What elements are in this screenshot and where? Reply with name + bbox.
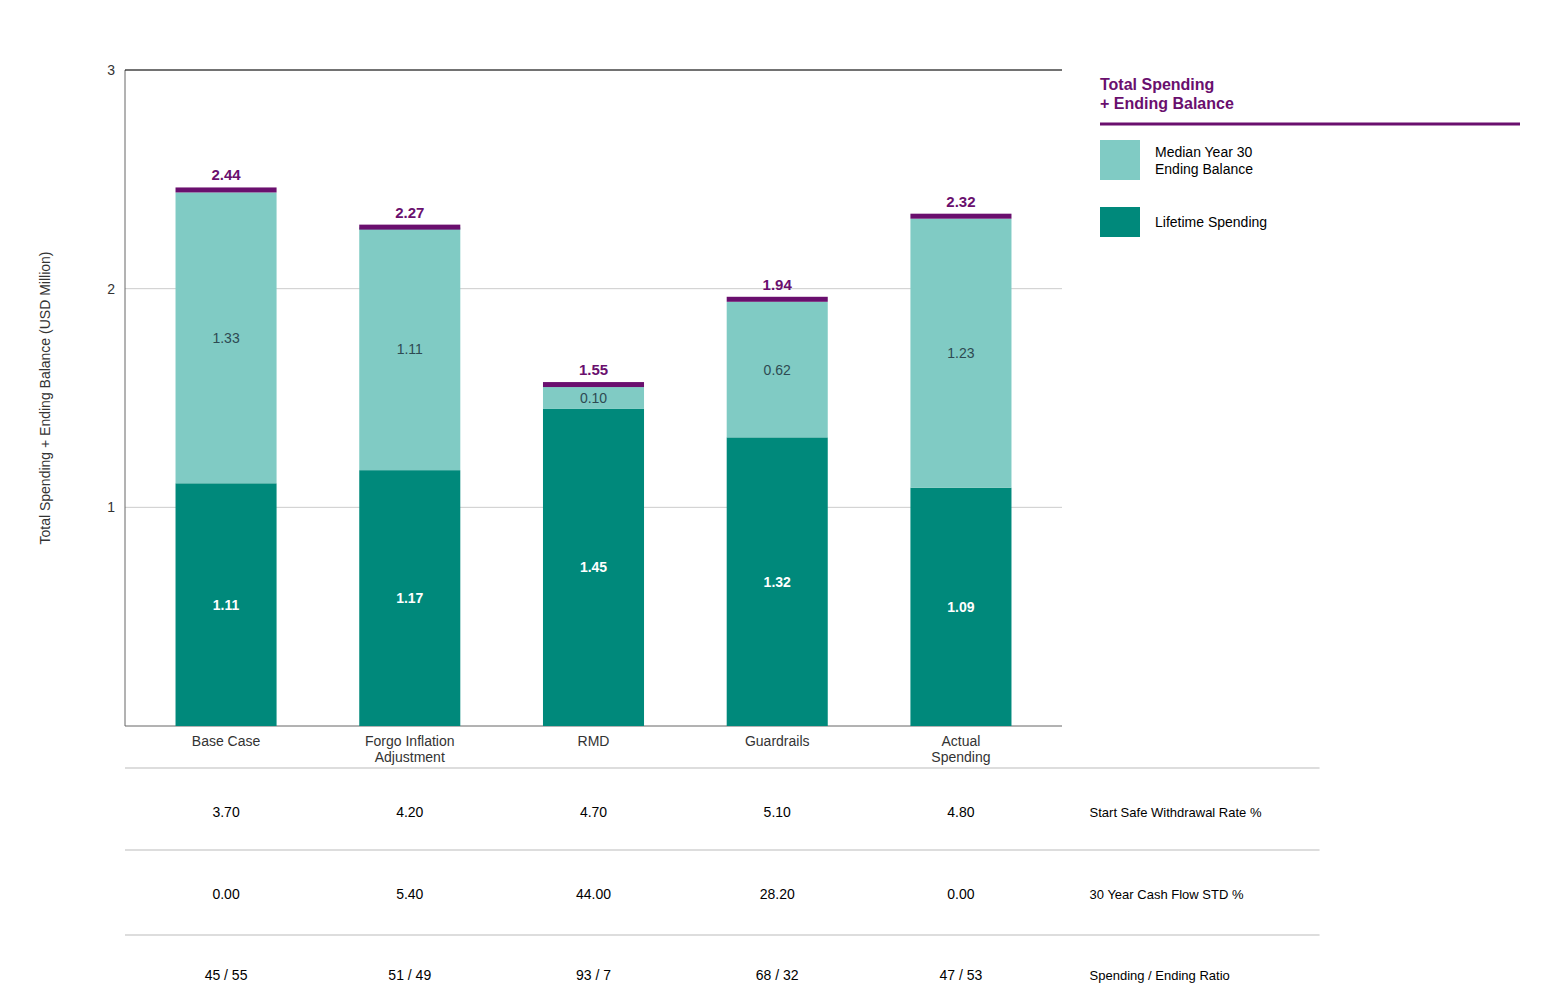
table-cell: 44.00 bbox=[576, 886, 611, 902]
table-cell: 4.80 bbox=[947, 804, 974, 820]
y-axis-label: Total Spending + Ending Balance (USD Mil… bbox=[37, 252, 53, 545]
total-line bbox=[543, 382, 644, 387]
legend-label: Median Year 30Ending Balance bbox=[1155, 144, 1253, 177]
table-cell: 5.40 bbox=[396, 886, 423, 902]
bar-segment bbox=[910, 488, 1011, 726]
x-tick-label: ActualSpending bbox=[931, 733, 990, 765]
y-tick-label: 3 bbox=[107, 62, 115, 78]
bar-segment bbox=[176, 192, 277, 483]
bar-segment bbox=[727, 437, 828, 726]
total-line bbox=[359, 225, 460, 230]
bar-segment bbox=[910, 219, 1011, 488]
segment-label: 1.23 bbox=[947, 345, 974, 361]
x-tick-label: Forgo InflationAdjustment bbox=[365, 733, 455, 765]
x-tick-label: RMD bbox=[578, 733, 610, 749]
segment-label: 1.45 bbox=[580, 559, 607, 575]
segment-label: 1.32 bbox=[764, 574, 791, 590]
table-row-label: Spending / Ending Ratio bbox=[1090, 968, 1230, 983]
table-cell: 4.70 bbox=[580, 804, 607, 820]
grid-line bbox=[125, 70, 1062, 71]
table: Start Safe Withdrawal Rate % 3.70 4.20 4.70… bbox=[125, 768, 1320, 983]
total-label: 2.44 bbox=[211, 166, 241, 183]
segment-label: 0.62 bbox=[764, 362, 791, 378]
segment-label: 1.33 bbox=[212, 330, 239, 346]
total-line bbox=[176, 187, 277, 192]
bar-segment bbox=[727, 302, 828, 438]
legend-total-line bbox=[1100, 123, 1520, 126]
legend-swatch bbox=[1100, 207, 1140, 237]
total-label: 1.55 bbox=[579, 361, 608, 378]
table-cell: 47 / 53 bbox=[940, 967, 983, 983]
table-cell: 0.00 bbox=[212, 886, 239, 902]
table-row-label: Start Safe Withdrawal Rate % bbox=[1090, 805, 1262, 820]
table-cell: 51 / 49 bbox=[388, 967, 431, 983]
y-tick-label: 1 bbox=[107, 499, 115, 515]
legend-title: Total Spending+ Ending Balance bbox=[1100, 76, 1234, 112]
chart: 1 2 3 Total Spending + Ending Balance (USD … bbox=[0, 0, 1562, 1008]
segment-label: 0.10 bbox=[580, 390, 607, 406]
total-line bbox=[910, 214, 1011, 219]
total-line bbox=[727, 297, 828, 302]
y-axis: 1 2 3 bbox=[107, 62, 1062, 726]
bar-segment bbox=[359, 227, 460, 470]
table-cell: 28.20 bbox=[760, 886, 795, 902]
y-axis-line bbox=[125, 70, 126, 726]
data-labels: 1.11 1.33 2.44 1.17 1.11 2.27 1.45 0.10 1.55 1.32… bbox=[211, 166, 975, 614]
total-label: 2.32 bbox=[946, 193, 975, 210]
table-cell: 0.00 bbox=[947, 886, 974, 902]
legend-swatch bbox=[1100, 140, 1140, 180]
table-cell: 3.70 bbox=[212, 804, 239, 820]
segment-label: 1.17 bbox=[396, 590, 423, 606]
bar-segment bbox=[543, 409, 644, 726]
x-tick-label: Guardrails bbox=[745, 733, 810, 749]
y-tick-label: 2 bbox=[107, 281, 115, 297]
table-row-label: 30 Year Cash Flow STD % bbox=[1090, 887, 1244, 902]
total-label: 1.94 bbox=[763, 276, 793, 293]
legend: Total Spending+ Ending Balance Median Yea… bbox=[1100, 76, 1520, 237]
bar-segment bbox=[176, 483, 277, 726]
table-rule bbox=[125, 935, 1320, 936]
table-rule bbox=[125, 768, 1320, 769]
table-cell: 93 / 7 bbox=[576, 967, 611, 983]
segment-label: 1.11 bbox=[397, 341, 423, 357]
table-cell: 45 / 55 bbox=[205, 967, 248, 983]
table-cell: 68 / 32 bbox=[756, 967, 799, 983]
segment-label: 1.11 bbox=[213, 597, 240, 613]
table-cell: 5.10 bbox=[764, 804, 791, 820]
plot-top-line bbox=[125, 70, 1062, 71]
bars bbox=[176, 187, 1012, 726]
table-cell: 4.20 bbox=[396, 804, 423, 820]
segment-label: 1.09 bbox=[947, 599, 974, 615]
x-tick-label: Base Case bbox=[192, 733, 261, 749]
bar-segment bbox=[359, 470, 460, 726]
bar-segment bbox=[543, 387, 644, 409]
total-label: 2.27 bbox=[395, 204, 424, 221]
table-rule bbox=[125, 850, 1320, 851]
legend-label: Lifetime Spending bbox=[1155, 214, 1267, 230]
